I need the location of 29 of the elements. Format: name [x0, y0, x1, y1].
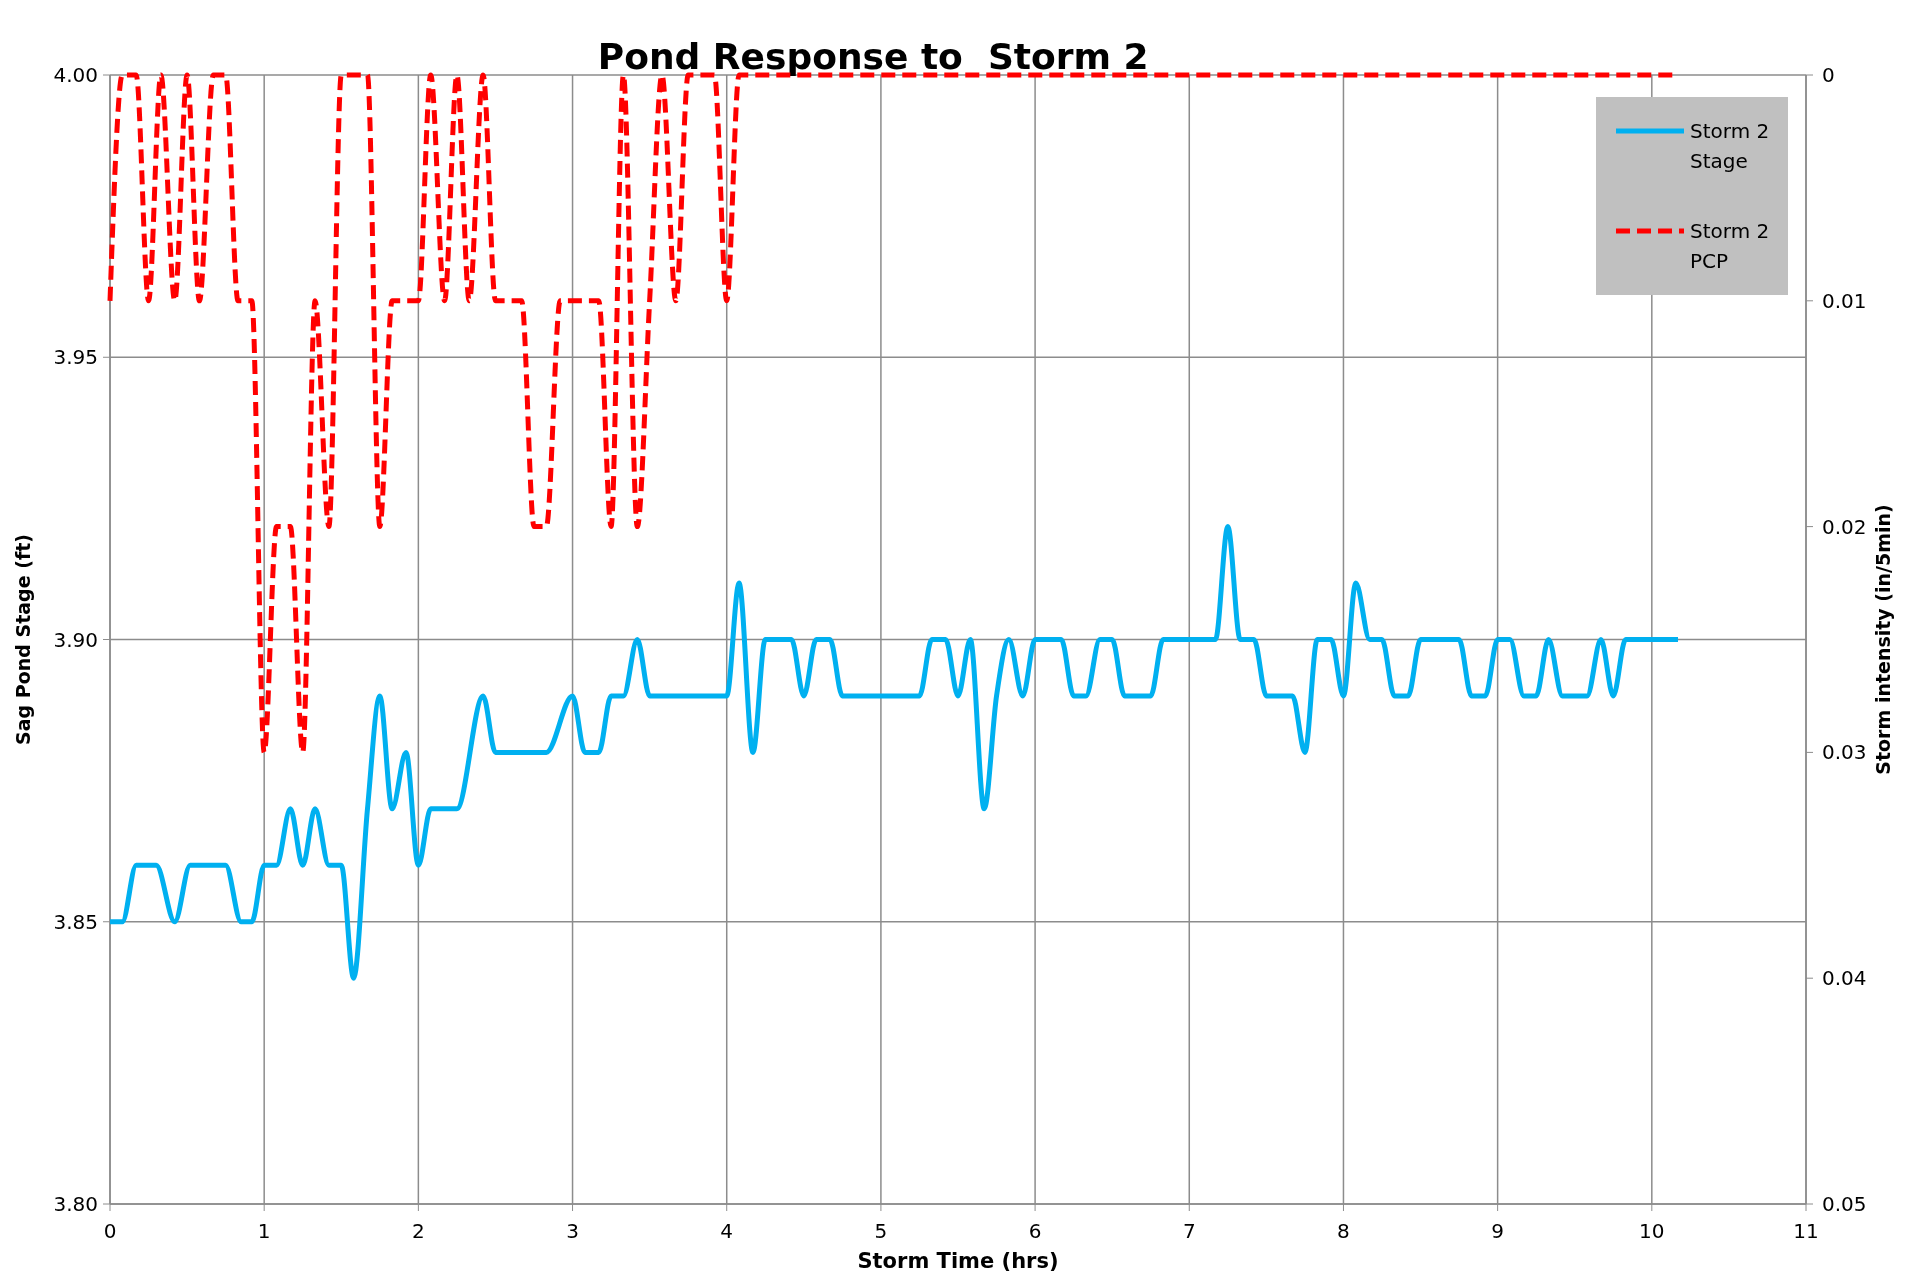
x-tick-label: 8: [1337, 1219, 1350, 1243]
y2-tick-label: 0.05: [1822, 1192, 1867, 1216]
y-tick-label: 3.90: [53, 627, 98, 652]
x-tick-label: 7: [1182, 1219, 1196, 1243]
x-tick-label: 11: [1793, 1219, 1819, 1243]
legend-label: Storm 2 PCP: [1690, 219, 1770, 273]
chart-title: Pond Response to Storm 2: [597, 36, 1149, 77]
x-tick-label: 3: [566, 1219, 579, 1243]
x-tick-label: 2: [412, 1219, 425, 1243]
y2-tick-label: 0.03: [1822, 740, 1867, 765]
y2-tick-label: 0: [1822, 63, 1835, 87]
x-axis-title: Storm Time (hrs): [857, 1249, 1059, 1273]
y2-axis-title: Storm intensity (in/5min): [1872, 504, 1894, 775]
x-tick-label: 9: [1491, 1219, 1504, 1243]
x-tick-label: 4: [720, 1219, 734, 1243]
y-axis-title: Sag Pond Stage (ft): [12, 534, 34, 745]
y2-tick-label: 0.04: [1822, 966, 1867, 991]
x-tick-label: 1: [257, 1219, 271, 1243]
y-tick-label: 3.95: [53, 345, 98, 370]
y2-tick-label: 0.01: [1822, 288, 1867, 313]
y-tick-label: 3.80: [53, 1192, 98, 1216]
x-tick-label: 0: [103, 1219, 117, 1243]
legend-label: Storm 2 Stage: [1690, 119, 1770, 173]
y-tick-label: 3.85: [53, 909, 98, 934]
y2-tick-label: 0.02: [1822, 514, 1867, 539]
x-tick-label: 10: [1639, 1219, 1665, 1243]
x-tick-label: 5: [874, 1219, 888, 1243]
x-tick-label: 6: [1028, 1219, 1042, 1243]
y-tick-label: 4.00: [53, 63, 98, 87]
